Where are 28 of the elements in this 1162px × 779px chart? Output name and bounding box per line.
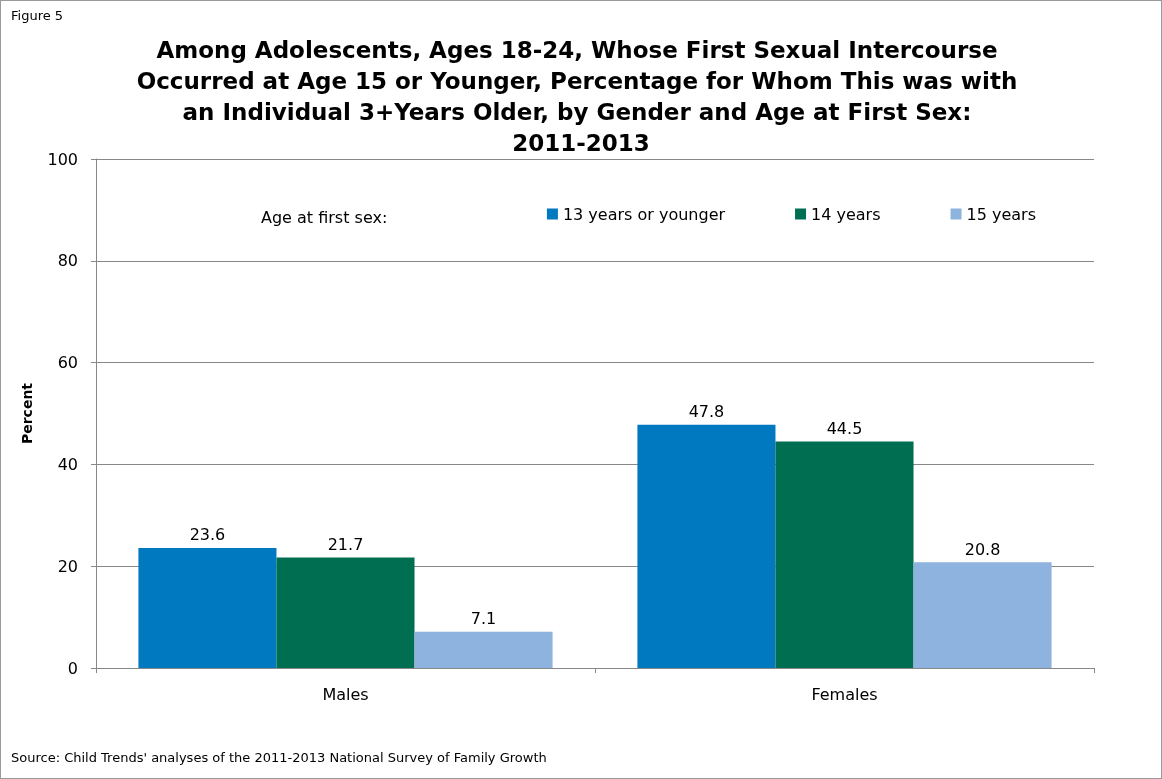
bar bbox=[775, 441, 914, 668]
data-label: 44.5 bbox=[826, 418, 863, 438]
x-tick-label: Males bbox=[322, 684, 369, 704]
caption: Figure 5 bbox=[11, 8, 64, 23]
data-label: 23.6 bbox=[189, 525, 226, 545]
bar bbox=[637, 424, 776, 668]
y-tick-label: 80 bbox=[57, 251, 78, 271]
legend-title: Age at first sex: bbox=[261, 207, 388, 227]
y-tick-label: 20 bbox=[57, 556, 78, 576]
source-note: Source: Child Trends' analyses of the 2011-2013 National Survey of Family Growth bbox=[11, 750, 547, 765]
y-tick-label: 40 bbox=[57, 454, 78, 474]
x-tick-label: Females bbox=[811, 684, 878, 704]
bar bbox=[276, 557, 415, 668]
data-label: 20.8 bbox=[964, 539, 1001, 559]
data-label: 7.1 bbox=[470, 609, 497, 629]
y-tick-label: 60 bbox=[57, 353, 78, 373]
bar bbox=[138, 547, 277, 668]
chart-title: Among Adolescents, Ages 18-24, Whose First Sexual Intercourse Occurred at Age 15 or Younger, Percentage for Whom This was with an Individual 3+Years Older, by Gender and Age at First Sex: 2011-2013 bbox=[136, 36, 1026, 156]
y-tick-label: 100 bbox=[47, 149, 78, 169]
legend-label: 15 years bbox=[966, 204, 1037, 224]
bar bbox=[414, 631, 553, 668]
legend-label: 13 years or younger bbox=[562, 204, 726, 224]
bar bbox=[913, 562, 1052, 668]
y-axis-title: Percent bbox=[19, 382, 35, 445]
data-label: 21.7 bbox=[327, 535, 364, 555]
legend-label: 14 years bbox=[811, 204, 881, 224]
y-tick-label: 0 bbox=[67, 658, 78, 678]
data-label: 47.8 bbox=[688, 402, 725, 422]
